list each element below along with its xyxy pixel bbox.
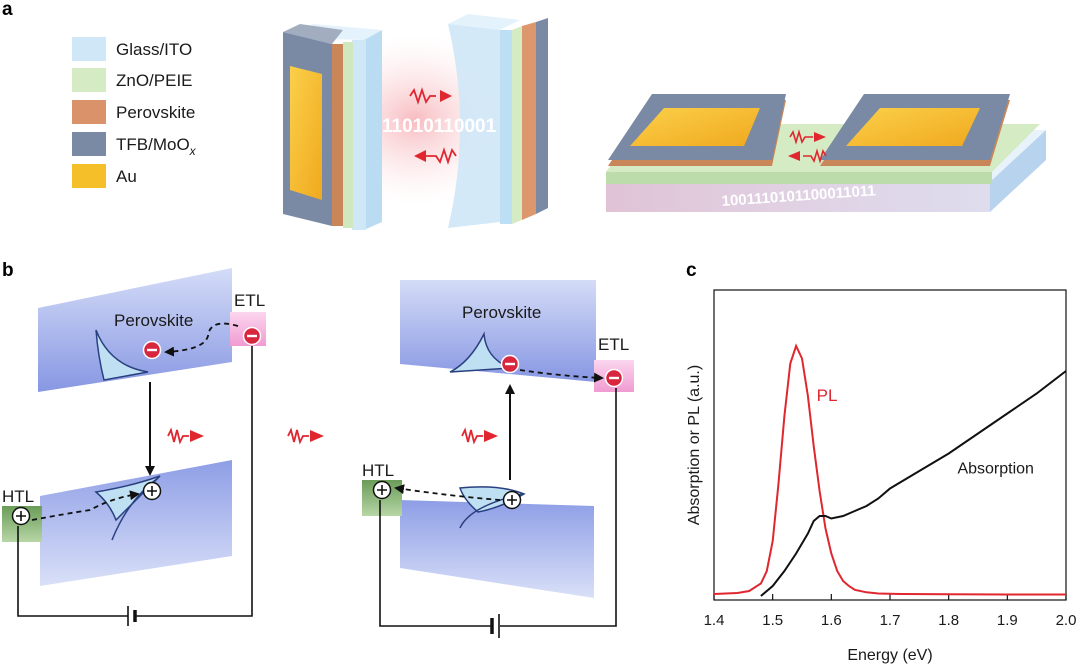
layer-glass-ito (352, 40, 366, 230)
x-tick-label: 1.8 (938, 612, 959, 629)
series-label-pl: PL (817, 386, 838, 405)
layer-glass-ito (448, 24, 500, 228)
electron-transfer-arrow (164, 322, 239, 357)
device-left-vertical (283, 24, 382, 230)
waveguide-glow (606, 182, 990, 212)
panel-label-c: c (686, 260, 697, 281)
legend-swatch (72, 100, 106, 124)
layer-perovskite (332, 44, 343, 226)
legend-swatch (72, 164, 106, 188)
photon-arrow-right (409, 87, 452, 105)
valence-band (400, 500, 594, 598)
legend: Glass/ITO ZnO/PEIE Perovskite TFB/MoOx A… (72, 37, 197, 188)
conduction-band (400, 280, 596, 382)
hole-transfer-arrow (394, 484, 501, 501)
perovskite-label: Perovskite (114, 311, 193, 330)
htl-label: HTL (2, 487, 34, 506)
quantum-well (95, 329, 149, 381)
x-tick-label: 1.4 (704, 612, 725, 629)
layer-au (630, 108, 760, 146)
circuit (379, 388, 617, 638)
perovskite-label: Perovskite (462, 303, 541, 322)
photon-arrow-left (788, 148, 827, 164)
device-right-vertical (448, 14, 548, 228)
conduction-band (38, 268, 232, 392)
legend-item-zno-peie: ZnO/PEIE (72, 68, 193, 92)
x-tick-label: 2.0 (1056, 612, 1077, 629)
legend-item-glass-ito: Glass/ITO (72, 37, 192, 61)
substrate-side (990, 130, 1046, 212)
x-tick-label: 1.5 (762, 612, 783, 629)
layer-au (846, 108, 980, 146)
x-axis-label: Energy (eV) (847, 647, 932, 664)
photon-arrow-right (461, 427, 498, 445)
circuit (17, 346, 253, 626)
photon-arrow-right (789, 129, 826, 145)
layer-zno-peie (512, 26, 522, 224)
legend-label: ZnO/PEIE (116, 71, 193, 90)
photon-arrow-right (287, 427, 324, 445)
layer-zno-side (606, 172, 992, 184)
x-tick-label: 1.6 (821, 612, 842, 629)
panel-label-b: b (2, 260, 14, 281)
x-tick-label: 1.9 (997, 612, 1018, 629)
legend-swatch (72, 37, 106, 61)
layer-tfb-moox (536, 18, 548, 214)
photon-arrow-right (167, 427, 204, 445)
electron-transfer-arrow (519, 369, 604, 383)
layer-glass-top (448, 14, 520, 30)
series-label-absorption: Absorption (957, 461, 1034, 478)
bitstream-text: 11010110001 (382, 116, 497, 137)
layer-au (290, 66, 322, 200)
legend-label: Au (116, 167, 137, 186)
series-line-pl (713, 343, 1066, 596)
legend-item-perovskite: Perovskite (72, 100, 195, 124)
layer-glass-side (364, 30, 382, 230)
etl-label: ETL (598, 335, 629, 354)
layer-glass-side (500, 30, 512, 224)
photon-arrow-left (414, 147, 457, 165)
legend-swatch (72, 68, 106, 92)
device-lateral: 1001110101100011011 (606, 94, 1046, 212)
legend-item-tfb-moox: TFB/MoOx (72, 132, 197, 158)
panel-label-a: a (2, 0, 13, 20)
x-tick-label: 1.7 (880, 612, 901, 629)
layer-zno-peie (343, 42, 353, 228)
legend-label: TFB/MoOx (116, 135, 197, 158)
legend-label: Perovskite (116, 103, 195, 122)
plot-frame (713, 289, 1067, 601)
htl-label: HTL (362, 461, 394, 480)
hole-transfer-arrow (31, 490, 140, 521)
legend-swatch (72, 132, 106, 156)
spectrum-chart: 1.4 1.5 1.6 1.7 1.8 1.9 2.0 Energy (eV) Absorpti… (686, 289, 1077, 664)
y-axis-label: Absorption or PL (a.u.) (686, 365, 703, 525)
band-diagram-detector: ETL Perovskite HTL (362, 280, 634, 638)
series-line-absorption (760, 370, 1067, 597)
legend-item-au: Au (72, 164, 137, 188)
legend-label: Glass/ITO (116, 40, 192, 59)
etl-label: ETL (234, 291, 265, 310)
band-diagram-emitter: ETL Perovskite HTL (2, 268, 266, 626)
layer-tfb-top (283, 24, 343, 44)
layer-perovskite (522, 22, 536, 220)
valence-band (40, 460, 232, 586)
